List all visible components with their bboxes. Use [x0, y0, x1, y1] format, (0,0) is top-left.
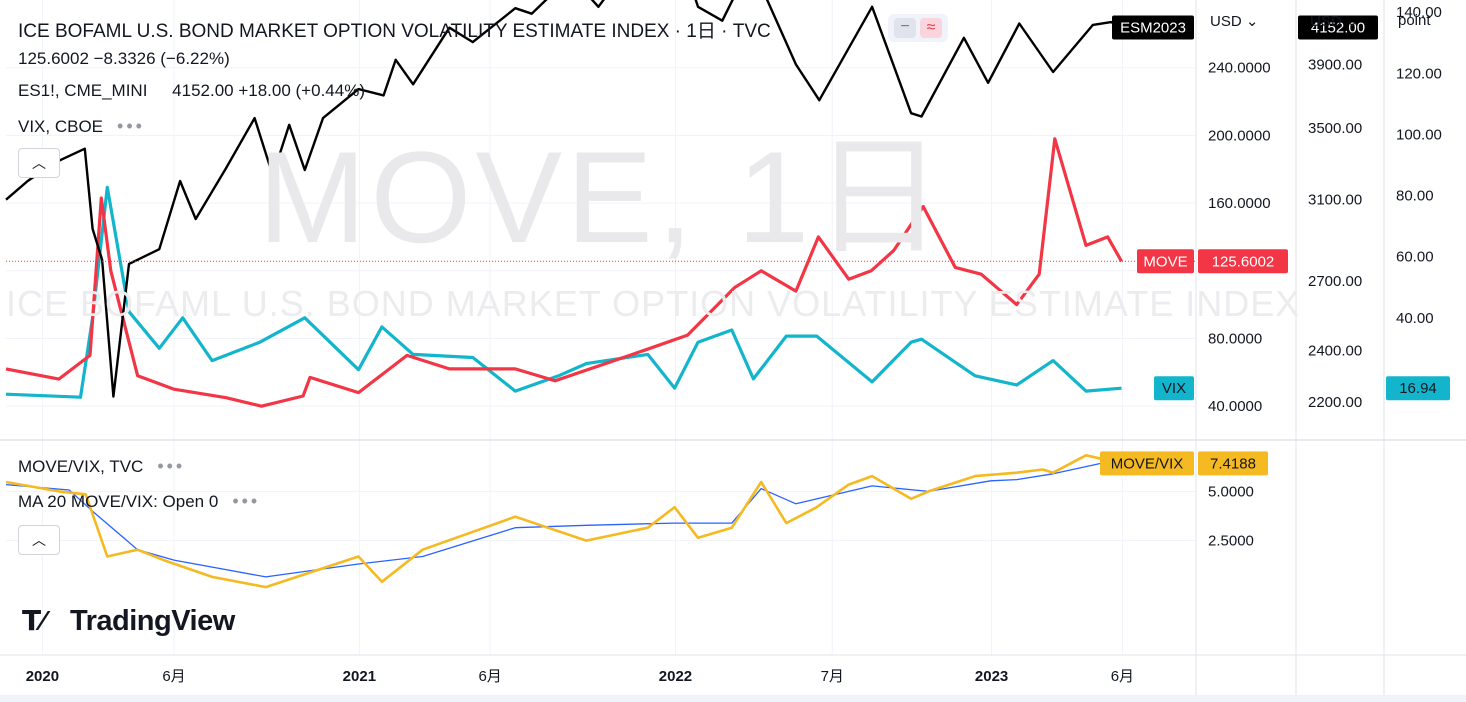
more-icon[interactable]: •••	[232, 491, 261, 511]
axis-tick-label: 40.0000	[1208, 398, 1262, 415]
chevron-down-icon: ⌄	[1245, 13, 1259, 30]
axis-tick-label: 5.0000	[1208, 483, 1254, 500]
axis-tick-label: 40.00	[1396, 310, 1434, 327]
axis-tick-label: 240.0000	[1208, 60, 1271, 77]
legend-ma-label: MA 20 MOVE/VIX: Open 0	[18, 492, 219, 511]
series-tag-vix-bg	[1154, 376, 1194, 401]
x-tick-label: 2022	[659, 668, 692, 685]
axis-tick-label: 2700.00	[1308, 273, 1362, 290]
axis-tick-label: 3900.00	[1308, 56, 1362, 73]
x-tick-label: 2020	[26, 668, 59, 685]
legend-vix-label: VIX, CBOE	[18, 117, 104, 136]
axis-currency-1[interactable]: USD ⌄	[1210, 13, 1259, 30]
watermark-symbol: MOVE, 1日	[258, 124, 948, 270]
collapse-pane-button[interactable]: ︿	[18, 525, 60, 555]
legend-es: ES1!, CME_MINI 4152.00 +18.00 (+0.44%)	[18, 81, 365, 101]
chevron-down-icon: ⌄	[1345, 13, 1359, 30]
axis-tick-label: 160.0000	[1208, 195, 1271, 212]
series-vix	[5, 185, 1122, 399]
series-tag-ratio: MOVE/VIX	[1100, 451, 1194, 476]
axis-tick-label: 80.0000	[1208, 330, 1262, 347]
axis-tick-label: 140.00	[1396, 4, 1442, 21]
legend-es-quote: 4152.00 +18.00 (+0.44%)	[172, 81, 365, 100]
series-tag-es-bg	[1112, 15, 1194, 40]
x-tick-label: 6月	[478, 668, 501, 685]
axis-tag-es-bg	[1298, 15, 1378, 40]
tradingview-icon: 𝗧⁄	[22, 605, 45, 636]
legend-ratio-label: MOVE/VIX, TVC	[18, 457, 144, 476]
series-tag-es-text: ESM2023	[1120, 19, 1186, 36]
watermark-description: ICE BOFAML U.S. BOND MARKET OPTION VOLAT…	[6, 283, 1301, 324]
axis-tick-label: 80.00	[1396, 188, 1434, 205]
legend-toggles: − ≈	[888, 14, 948, 42]
axis-tag-vix-text: 16.94	[1399, 380, 1437, 397]
x-tick-label: 2021	[343, 668, 376, 685]
bottom-toolbar	[0, 695, 1466, 702]
chevron-up-icon: ︿	[32, 155, 46, 171]
collapse-legend-button[interactable]: ︿	[18, 148, 60, 178]
x-tick-label: 7月	[821, 668, 844, 685]
logo-text: TradingView	[70, 605, 235, 637]
x-tick-label: 6月	[162, 668, 185, 685]
legend-vix: VIX, CBOE •••	[18, 116, 145, 137]
more-icon[interactable]: •••	[117, 116, 145, 136]
series-tag-es: ESM2023	[1112, 15, 1194, 40]
axis-tag-move: 125.6002	[1198, 249, 1288, 274]
minus-icon[interactable]: −	[894, 18, 916, 38]
legend-move-quote: 125.6002 −8.3326 (−6.22%)	[18, 49, 230, 68]
series-tag-move-text: MOVE	[1143, 253, 1187, 270]
axis-tag-move-bg	[1198, 249, 1288, 274]
axis-tag-ratio-bg	[1198, 451, 1268, 476]
series-tag-ratio-text: MOVE/VIX	[1111, 455, 1184, 472]
legend-ma: MA 20 MOVE/VIX: Open 0 •••	[18, 491, 260, 512]
axis-tag-es: 4152.00	[1298, 15, 1378, 40]
legend-ratio: MOVE/VIX, TVC •••	[18, 456, 185, 477]
axis-currency-2[interactable]: USD ⌄	[1310, 13, 1359, 30]
axis-tick-label: 200.0000	[1208, 127, 1271, 144]
tradingview-logo[interactable]: 𝗧⁄ TradingView	[22, 604, 235, 638]
axis-unit-3[interactable]: point	[1398, 12, 1431, 29]
more-icon[interactable]: •••	[157, 456, 186, 476]
axis-tick-label: 2200.00	[1308, 394, 1362, 411]
axis-tick-label: 3500.00	[1308, 120, 1362, 137]
series-move	[5, 137, 1123, 408]
axis-tag-ratio-text: 7.4188	[1210, 455, 1256, 472]
axis-tick-label: 3100.00	[1308, 192, 1362, 209]
series-move-vix	[5, 453, 1122, 589]
axis-tick-label: 120.00	[1396, 65, 1442, 82]
axis-tick-label: 100.00	[1396, 126, 1442, 143]
series-tag-vix: VIX	[1154, 376, 1194, 401]
series-tag-ratio-bg	[1100, 451, 1194, 476]
axis-tick-label: 2.5000	[1208, 533, 1254, 550]
axis-tag-vix-bg	[1386, 376, 1450, 401]
axis-tick-label: 2400.00	[1308, 343, 1362, 360]
series-esm2023	[5, 0, 1123, 398]
chevron-up-icon: ︿	[32, 532, 46, 548]
x-tick-label: 2023	[975, 668, 1008, 685]
legend-title: ICE BOFAML U.S. BOND MARKET OPTION VOLAT…	[18, 21, 771, 42]
series-tag-move: MOVE	[1137, 249, 1194, 274]
approx-icon[interactable]: ≈	[920, 18, 942, 38]
axis-tick-label: 60.00	[1396, 249, 1434, 266]
series-tag-move-bg	[1137, 249, 1194, 274]
x-tick-label: 6月	[1111, 668, 1134, 685]
axis-tag-vix: 16.94	[1386, 376, 1450, 401]
axis-tag-move-text: 125.6002	[1212, 253, 1275, 270]
axis-tag-ratio: 7.4188	[1198, 451, 1268, 476]
series-tag-vix-text: VIX	[1162, 380, 1186, 397]
axis-tag-es-text: 4152.00	[1311, 19, 1365, 36]
legend-es-label: ES1!, CME_MINI	[18, 81, 148, 100]
